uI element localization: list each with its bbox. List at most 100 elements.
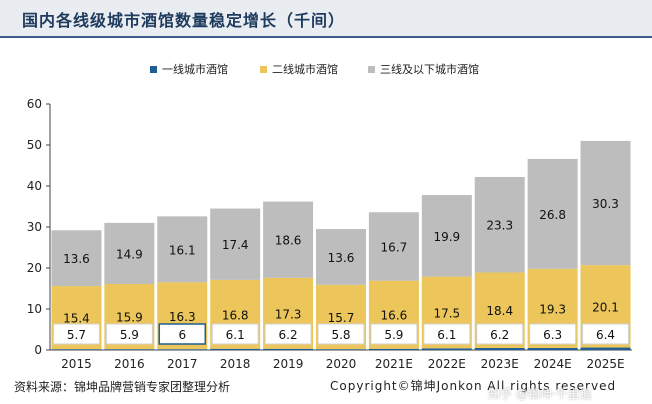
- x-tick-label: 2019: [273, 357, 304, 371]
- bar-stack: 15.7 13.6 5.8: [316, 229, 366, 350]
- y-tick-label: 0: [34, 343, 42, 357]
- data-label: 30.3: [592, 197, 619, 211]
- bar-segment: [157, 349, 208, 350]
- y-tick-label: 60: [27, 97, 42, 111]
- bar-segment: [474, 347, 525, 350]
- x-tick-label: 2022E: [428, 357, 466, 371]
- x-tick-label: 2016: [114, 357, 145, 371]
- boxed-label: 5.7: [67, 328, 86, 342]
- boxed-label-bg: [52, 323, 100, 345]
- boxed-label-bg: [476, 323, 524, 345]
- boxed-label: 6.2: [279, 328, 298, 342]
- boxed-label-bg: [529, 323, 577, 345]
- bar-stack: 15.4 13.6 5.7: [51, 230, 102, 350]
- x-axis-labels: 2015 2016 2017 2018 2019 2020 2021E 2022E 2023E 2…: [61, 357, 624, 371]
- boxed-label-bg: [582, 323, 630, 345]
- bar-segment: [316, 229, 366, 285]
- bar-segment: [157, 216, 208, 283]
- x-tick-label: 2020: [326, 357, 357, 371]
- legend-label: 三线及以下城市酒馆: [380, 62, 479, 76]
- bar-stack: 18.4 23.3 6.2: [474, 176, 525, 350]
- bar-stack: 15.9 14.9 5.9: [104, 222, 155, 350]
- stacked-bar-chart: 一线城市酒馆 二线城市酒馆 三线及以下城市酒馆 0 10 20 30 40 50 60 15.4…: [27, 62, 632, 371]
- bar-segment: [580, 140, 631, 266]
- bar-stack: 16.6 16.7 5.9: [368, 212, 419, 350]
- bar-segment: [263, 201, 314, 278]
- data-label: 16.1: [169, 243, 196, 257]
- x-tick-label: 2018: [220, 357, 251, 371]
- data-label: 26.8: [539, 208, 566, 222]
- legend: 一线城市酒馆 二线城市酒馆 三线及以下城市酒馆: [150, 62, 479, 76]
- bar-segment: [527, 158, 578, 269]
- bar-segment: [474, 176, 525, 273]
- data-label: 18.4: [486, 304, 513, 318]
- y-tick-label: 40: [27, 179, 42, 193]
- title-bar: 国内各线级城市酒馆数量稳定增长（千间）: [0, 0, 652, 36]
- legend-swatch: [260, 66, 267, 73]
- page-title: 国内各线级城市酒馆数量稳定增长（千间）: [22, 11, 346, 30]
- x-tick-label: 2025E: [586, 357, 624, 371]
- data-label: 15.7: [328, 311, 355, 325]
- bar-segment: [316, 349, 366, 350]
- bar-segment: [580, 347, 631, 350]
- bar-segment: [421, 195, 472, 277]
- boxed-label: 6.1: [437, 328, 456, 342]
- bar-segment: [421, 348, 472, 350]
- x-tick-label: 2023E: [481, 357, 519, 371]
- bar-segment: [104, 222, 155, 284]
- bar-segment: [210, 208, 261, 280]
- boxed-label: 5.9: [384, 328, 403, 342]
- bar-segment: [210, 348, 261, 350]
- bar-stack: 16.3 16.1 6: [157, 216, 208, 350]
- bars: 15.4 13.6 5.7 15.9 14.9 5.9 16.3 16.1 6 16.8 17.4 6…: [51, 140, 631, 350]
- y-tick-label: 10: [27, 302, 42, 316]
- data-label: 16.7: [381, 240, 408, 254]
- data-label: 23.3: [486, 219, 513, 233]
- x-tick-label: 2017: [167, 357, 198, 371]
- data-label: 15.4: [63, 312, 90, 326]
- data-label: 16.6: [381, 309, 408, 323]
- bar-segment: [527, 347, 578, 350]
- bar-stack: 16.8 17.4 6.1: [210, 208, 261, 350]
- boxed-label-bg: [370, 323, 418, 345]
- boxed-label: 6.4: [596, 328, 615, 342]
- y-tick-label: 50: [27, 138, 42, 152]
- data-label: 16.3: [169, 310, 196, 324]
- legend-swatch: [368, 66, 375, 73]
- boxed-label: 6.1: [226, 328, 245, 342]
- boxed-label-bg: [158, 323, 207, 345]
- data-label: 13.6: [328, 251, 355, 265]
- bar-segment: [263, 348, 314, 350]
- boxed-label-bg: [317, 323, 365, 345]
- bar-segment: [51, 230, 102, 287]
- boxed-label: 5.9: [120, 328, 139, 342]
- bar-segment: [368, 348, 419, 350]
- legend-swatch: [150, 66, 157, 73]
- copyright-note: Copyright©锦坤Jonkon All rights reserved: [330, 379, 617, 393]
- title-rule: [0, 36, 652, 38]
- bar-segment: [51, 349, 102, 350]
- data-label: 20.1: [592, 300, 619, 314]
- boxed-label: 6.2: [490, 328, 509, 342]
- data-label: 19.9: [433, 230, 460, 244]
- legend-label: 二线城市酒馆: [272, 62, 338, 76]
- data-label: 15.9: [116, 311, 143, 325]
- data-label: 19.3: [539, 302, 566, 316]
- boxed-label: 5.8: [331, 328, 350, 342]
- bar-segment: [104, 349, 155, 350]
- data-label: 16.8: [222, 308, 249, 322]
- boxed-label-bg: [211, 323, 259, 345]
- legend-label: 一线城市酒馆: [162, 62, 228, 76]
- y-tick-label: 20: [27, 261, 42, 275]
- data-label: 14.9: [116, 247, 143, 261]
- data-label: 17.3: [275, 307, 302, 321]
- data-label: 17.5: [433, 306, 460, 320]
- y-tick-label: 30: [27, 220, 42, 234]
- bar-stack: 19.3 26.8 6.3: [527, 158, 578, 350]
- data-label: 17.4: [222, 238, 249, 252]
- bar-stack: 17.5 19.9 6.1: [421, 195, 472, 350]
- bar-segment: [368, 212, 419, 281]
- data-label: 18.6: [275, 234, 302, 248]
- data-label: 13.6: [63, 252, 90, 266]
- bar-stack: 20.1 30.3 6.4: [580, 140, 631, 350]
